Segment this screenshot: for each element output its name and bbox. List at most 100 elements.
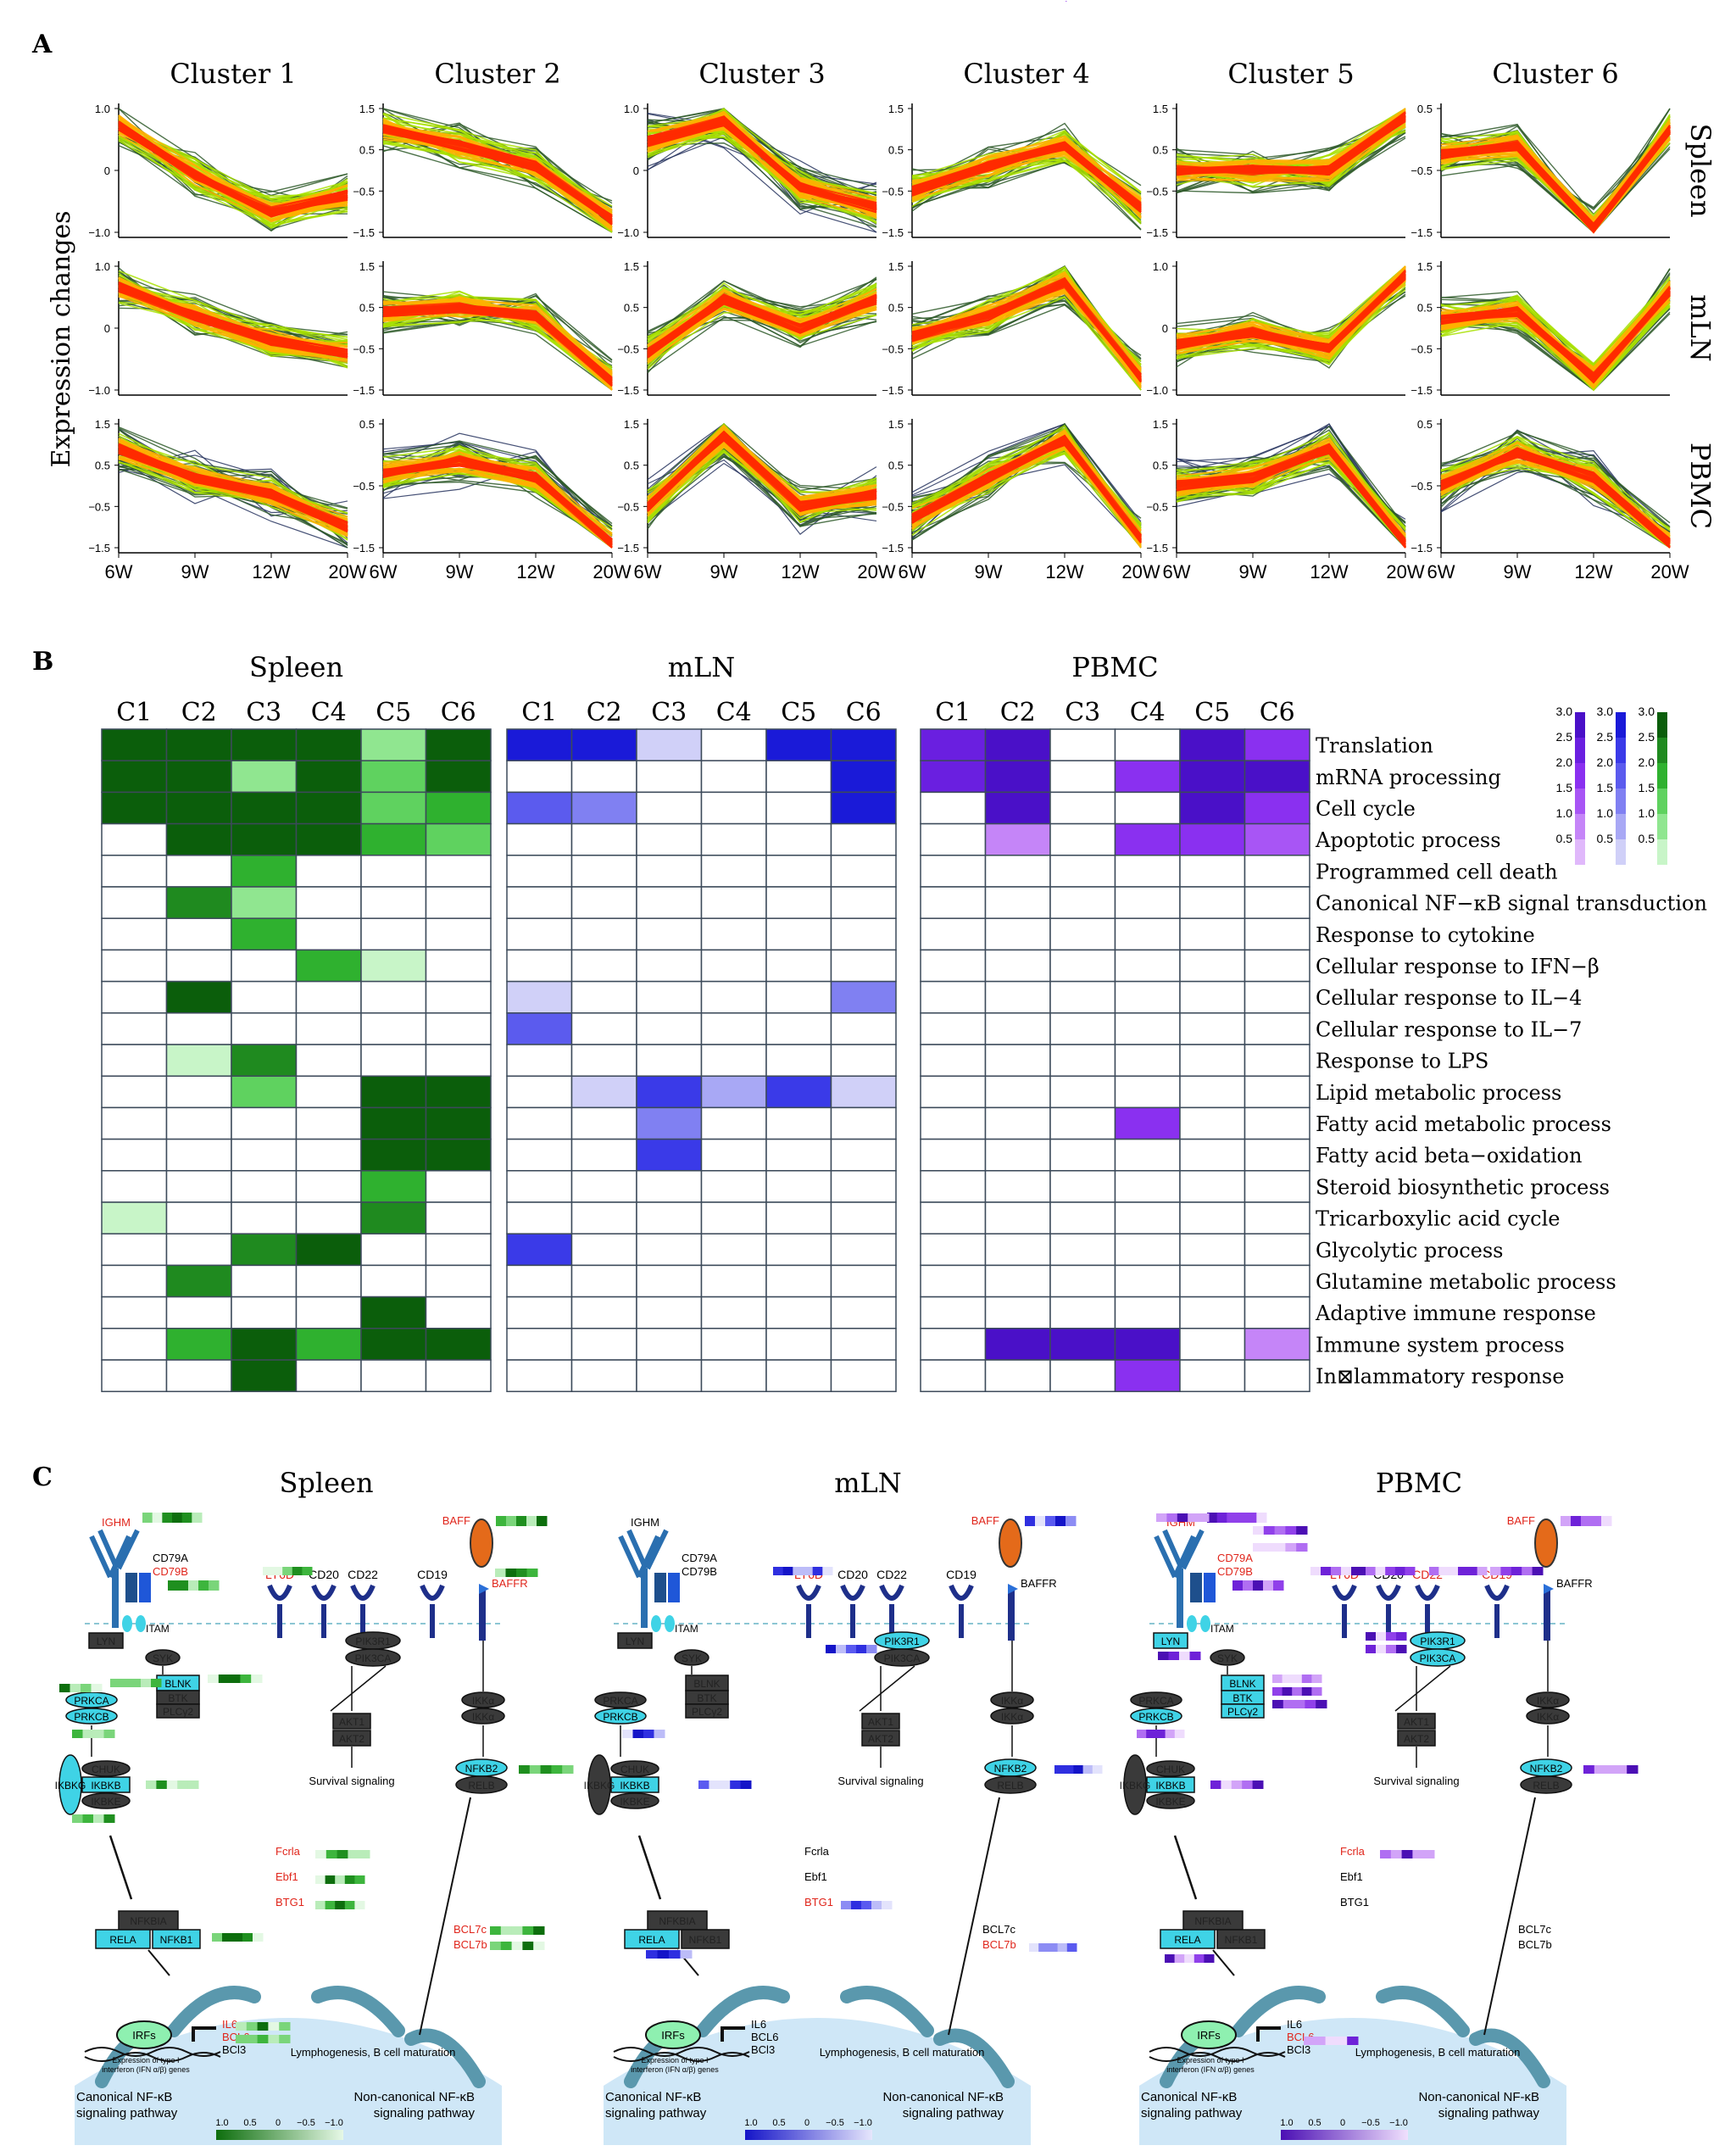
node-nfkb1: NFKB1	[1216, 1929, 1266, 1949]
x-tick-label: 6W	[1427, 561, 1455, 582]
node-label: PRKCB	[603, 1711, 637, 1723]
node-label: BTK	[697, 1692, 716, 1704]
line-plot: 1.5 0.5 −0.5 −1.5 6W 9W 12W 20W	[617, 418, 896, 582]
heatmap-row-label: Cell cycle	[1316, 797, 1416, 821]
heatmap-cell	[1244, 886, 1310, 919]
heatmap-col-label: C2	[587, 698, 622, 727]
series-line	[382, 440, 613, 527]
strip-cell	[669, 1950, 681, 1959]
heatmap-cell	[165, 1170, 232, 1203]
ly6d-stem	[1342, 1604, 1347, 1638]
strip-cell	[1174, 1730, 1185, 1738]
strip-cell	[1341, 1567, 1352, 1575]
strip-cell	[72, 1814, 83, 1823]
heatmap-cell	[101, 1264, 168, 1298]
strip-cell	[222, 1933, 233, 1942]
color-legend: 3.0 2.5 2.0 1.5 1.0 0.5	[1556, 705, 1585, 865]
heatmap-cell	[1049, 1359, 1116, 1392]
expression-strip	[841, 1901, 893, 1909]
x-tick-label: 6W	[370, 561, 398, 582]
node-shape	[685, 1703, 729, 1719]
heatmap-cell	[1049, 791, 1116, 825]
heatmap-cell	[636, 1170, 703, 1203]
legend-swatch	[1657, 814, 1667, 839]
legend-swatch	[1575, 839, 1585, 865]
heatmap-cell	[165, 1264, 232, 1298]
strip-cell	[782, 1567, 793, 1575]
expression-strip	[1210, 1780, 1264, 1789]
strip-cell	[246, 2022, 259, 2031]
node-lyn: LYN	[1153, 1632, 1188, 1649]
heatmap-cell	[920, 822, 987, 856]
strip-cell	[522, 1942, 534, 1950]
heatmap-cell	[636, 822, 703, 856]
node-nfkb2: NFKB2	[1520, 1758, 1572, 1777]
heatmap-cell	[830, 1201, 897, 1234]
strip-cell	[1380, 1850, 1392, 1858]
node-ikbkg: IKBKG	[1120, 1754, 1150, 1815]
node-ikbkg: IKBKG	[55, 1754, 86, 1815]
heatmap-cell	[425, 855, 492, 888]
tissue-label: Spleen	[1684, 123, 1717, 217]
heatmap-cell	[295, 1201, 362, 1234]
heatmap-cell	[1179, 886, 1246, 919]
heatmap-cell	[425, 1106, 492, 1140]
strip-cell	[1325, 2037, 1337, 2045]
heatmap-cell	[700, 1201, 767, 1234]
heatmap-cell	[984, 855, 1051, 888]
label-cd79b: CD79B	[682, 1565, 717, 1578]
node-nfkbia: NFKBIA	[1182, 1910, 1244, 1931]
heatmap-cell	[1114, 791, 1181, 825]
node-ikbkg: IKBKG	[584, 1754, 615, 1815]
strip-cell	[1146, 1730, 1156, 1738]
node-label: NFKB2	[994, 1763, 1027, 1775]
antibody-arm	[645, 1529, 669, 1570]
node-label: SYK	[153, 1652, 173, 1664]
x-tick-label: 9W	[1239, 561, 1267, 582]
heatmap-cell	[360, 855, 427, 888]
node-label: IKBKB	[620, 1780, 649, 1792]
series-line	[911, 435, 1142, 529]
series-line	[382, 309, 613, 387]
heatmap-col-label: C4	[716, 698, 752, 727]
label-itam: ITAM	[1210, 1623, 1234, 1635]
node-shape	[1526, 1708, 1570, 1725]
node-ikbke: IKBKE	[1146, 1792, 1195, 1809]
strip-cell	[1045, 1516, 1056, 1526]
heatmap-cell	[700, 886, 767, 919]
node-shape	[1221, 1703, 1265, 1719]
heatmap-cell	[506, 1075, 573, 1109]
heatmap-cell	[165, 1328, 232, 1361]
strip-cell	[490, 1926, 502, 1935]
strip-cell	[1394, 1567, 1405, 1575]
strip-cell	[208, 1675, 220, 1683]
cluster-title: Cluster 3	[698, 58, 825, 90]
antibody-stem	[1177, 1569, 1183, 1628]
heatmap-cell	[1049, 949, 1116, 983]
heatmap-row-label: Response to LPS	[1316, 1050, 1488, 1073]
strip-cell	[1156, 1513, 1167, 1522]
strip-cell	[1066, 1, 1067, 2]
label-bcl7b: BCL7b	[982, 1938, 1016, 1951]
strip-cell	[257, 2035, 269, 2043]
strip-cell	[141, 1679, 152, 1687]
legend-tick: 3.0	[1556, 705, 1573, 718]
scale-tick: −1.0	[1389, 2118, 1408, 2128]
strip-cell	[522, 1926, 534, 1935]
series-line	[647, 120, 877, 210]
cd22-receptor	[879, 1584, 904, 1601]
expression-strip	[1272, 1675, 1322, 1683]
legend-tick: 1.0	[1639, 806, 1655, 820]
node-shape	[594, 1691, 647, 1708]
noncanonical-label-2: signaling pathway	[903, 2106, 1004, 2120]
heatmap-cell	[231, 917, 298, 951]
expression-strip	[490, 1942, 545, 1950]
heatmap-cell	[570, 1233, 637, 1267]
heatmap-cell	[295, 1264, 362, 1298]
heatmap-row-label: Response to cytokine	[1316, 923, 1535, 947]
heatmap-row-label: Glycolytic process	[1316, 1239, 1503, 1262]
strip-cell	[1301, 1675, 1312, 1683]
node-label: IKKα	[472, 1711, 494, 1723]
arrow	[1173, 1835, 1198, 1900]
heatmap-cell	[765, 1138, 832, 1172]
